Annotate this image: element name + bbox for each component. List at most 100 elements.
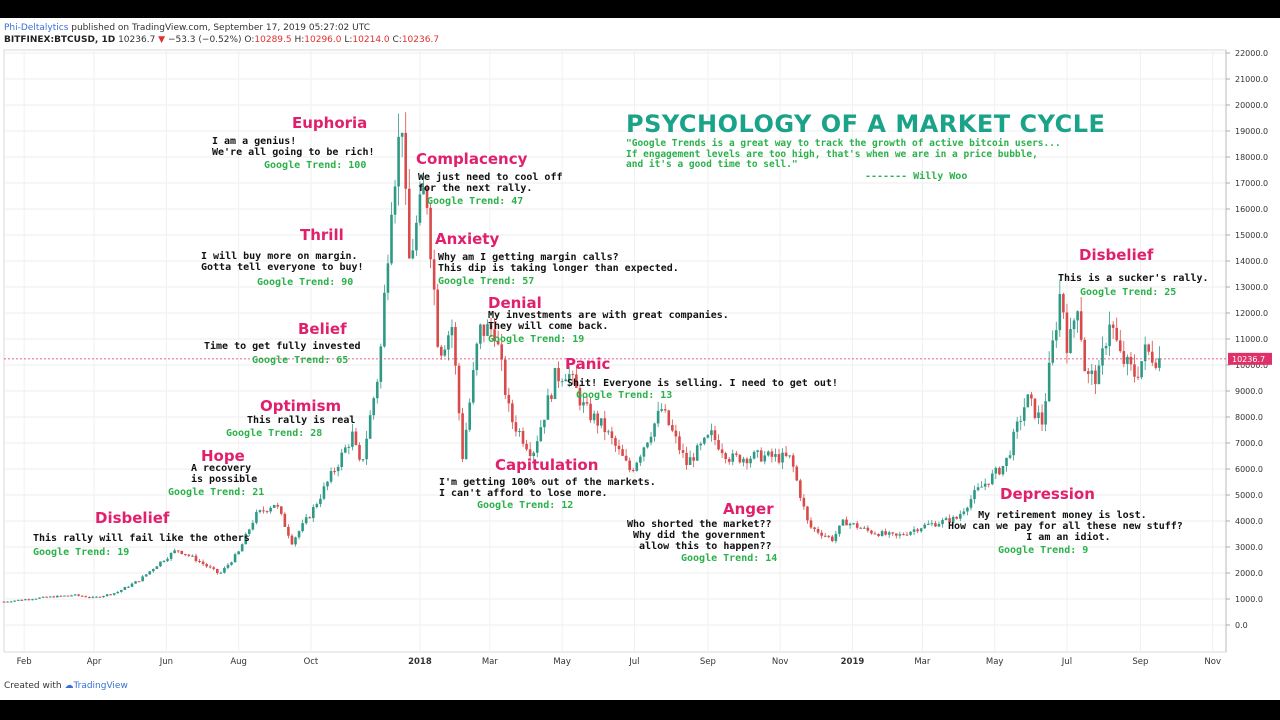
candle-body — [1001, 465, 1005, 475]
candle-body — [1079, 311, 1083, 340]
candle-body — [720, 449, 724, 454]
candle-body — [1090, 370, 1094, 374]
last-price: 10236.7 — [115, 35, 159, 45]
candle-body — [1122, 351, 1126, 364]
candle-body — [482, 324, 486, 336]
candle-body — [863, 527, 866, 529]
candle-body — [1058, 294, 1062, 331]
candle-body — [301, 523, 304, 532]
candle-body — [962, 511, 966, 515]
candle-body — [802, 497, 806, 507]
stage-title: Depression — [1000, 485, 1095, 503]
x-tick-label: Aug — [230, 657, 247, 667]
candle-body — [610, 431, 614, 439]
candle-body — [361, 459, 365, 461]
candle-body — [560, 381, 564, 383]
candle-body — [973, 490, 976, 500]
tradingview-link[interactable]: TradingView — [73, 681, 128, 691]
y-tick-label: 11000.0 — [1235, 335, 1268, 344]
candle-body — [230, 562, 233, 565]
y-tick-label: 17000.0 — [1235, 179, 1268, 188]
candle-body — [432, 259, 436, 290]
candle-body — [681, 450, 685, 453]
candle-body — [208, 566, 212, 568]
candle-body — [1086, 371, 1090, 374]
candle-body — [998, 467, 1001, 475]
candle-body — [695, 445, 699, 461]
google-trend: Google Trend: 9 — [998, 545, 1089, 556]
candle-body — [546, 395, 550, 420]
x-tick-label: Mar — [914, 657, 931, 667]
stage-quote: My investments are with great companies.… — [488, 310, 729, 332]
candle-body — [475, 343, 479, 371]
candle-body — [514, 422, 518, 432]
candle-body — [567, 374, 571, 380]
candle-body — [447, 335, 450, 350]
tradingview-cloud-icon: ☁ — [64, 681, 74, 691]
candle-body — [980, 486, 983, 488]
y-tick-label: 9000.0 — [1235, 387, 1263, 396]
google-trend: Google Trend: 13 — [576, 390, 673, 401]
google-trend: Google Trend: 14 — [681, 553, 778, 564]
candle-body — [240, 544, 244, 552]
stage-quote: I will buy more on margin. Gotta tell ev… — [201, 251, 364, 273]
stage-quote: This is a sucker's rally. — [1058, 273, 1209, 284]
candle-body — [944, 518, 948, 520]
candle-body — [1019, 420, 1023, 422]
x-tick-label: Oct — [304, 657, 319, 667]
candle-body — [336, 466, 340, 472]
y-tick-label: 3000.0 — [1235, 543, 1263, 552]
candle-body — [304, 517, 308, 524]
publisher-link[interactable]: Phi-Deltalytics — [4, 23, 69, 33]
candle-body — [180, 550, 184, 554]
candle-body — [1022, 407, 1026, 421]
candle-body — [646, 442, 649, 448]
candle-body — [425, 187, 429, 208]
google-trend: Google Trend: 25 — [1080, 287, 1177, 298]
candle-body — [73, 594, 77, 596]
stage-title: Capitulation — [495, 456, 599, 474]
stage-title: Denial — [488, 294, 542, 312]
google-trend: Google Trend: 47 — [427, 196, 524, 207]
candle-body — [848, 523, 852, 526]
x-tick-label: 2018 — [408, 657, 432, 667]
candle-body — [198, 561, 201, 563]
candle-body — [557, 367, 560, 382]
google-trend: Google Trend: 57 — [438, 276, 535, 287]
candle-body — [333, 471, 336, 473]
candle-body — [194, 555, 198, 562]
candle-body — [1015, 421, 1019, 432]
candle-body — [1054, 330, 1058, 341]
candle-body — [31, 599, 34, 601]
y-tick-label: 7000.0 — [1235, 439, 1263, 448]
candle-body — [994, 467, 998, 474]
google-trend: Google Trend: 19 — [33, 547, 130, 558]
y-tick-label: 4000.0 — [1235, 517, 1263, 526]
candle-body — [112, 593, 116, 595]
candle-body — [216, 568, 219, 574]
candle-body — [1101, 348, 1104, 366]
candle-body — [671, 425, 674, 431]
candle-body — [1069, 329, 1072, 353]
candle-body — [795, 466, 799, 481]
candle-body — [578, 387, 582, 406]
x-tick-label: Nov — [772, 657, 789, 667]
candle-body — [52, 596, 56, 598]
candle-body — [45, 596, 48, 598]
candle-body — [951, 516, 955, 523]
candle-body — [976, 487, 980, 491]
candle-body — [134, 581, 137, 584]
y-tick-label: 20000.0 — [1235, 101, 1268, 110]
candle-body — [159, 561, 162, 567]
candle-body — [770, 451, 774, 457]
candle-body — [891, 532, 895, 534]
candle-body — [1108, 324, 1111, 347]
candle-body — [407, 188, 411, 259]
candle-body — [41, 596, 45, 598]
candle-body — [70, 595, 73, 597]
candle-body — [155, 566, 159, 570]
candle-body — [351, 431, 354, 447]
candle-body — [269, 507, 272, 512]
x-tick-label: Mar — [482, 657, 499, 667]
